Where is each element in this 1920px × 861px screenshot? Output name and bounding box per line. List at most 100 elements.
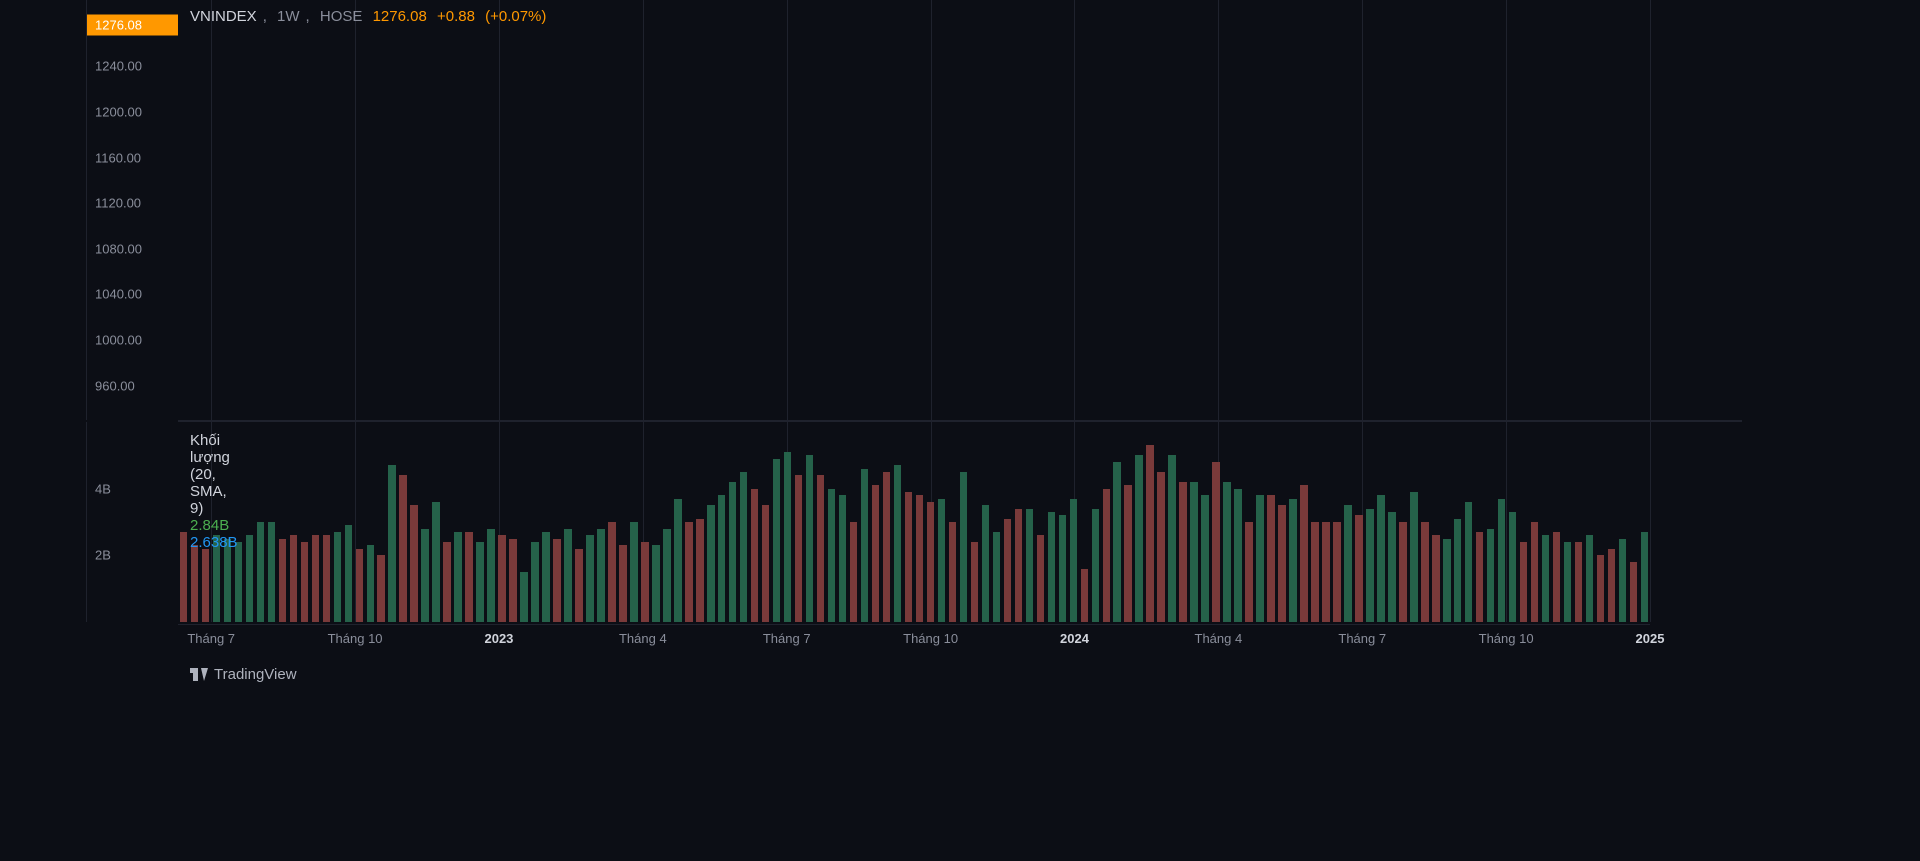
volume-bar bbox=[1157, 472, 1164, 622]
time-tick-year: 2024 bbox=[1060, 631, 1089, 646]
gridline-v bbox=[211, 0, 212, 420]
price-ytick: 1040.00 bbox=[95, 287, 142, 302]
volume-bar bbox=[685, 522, 692, 622]
volume-bar bbox=[696, 519, 703, 622]
volume-bar bbox=[268, 522, 275, 622]
volume-bar bbox=[345, 525, 352, 622]
time-tick: Tháng 7 bbox=[763, 631, 811, 646]
volume-bar bbox=[718, 495, 725, 622]
volume-bar bbox=[707, 505, 714, 622]
volume-bar bbox=[1531, 522, 1538, 622]
volume-bar bbox=[1223, 482, 1230, 622]
volume-val2: 2.638B bbox=[190, 534, 238, 551]
time-tick: Tháng 10 bbox=[903, 631, 958, 646]
price-ytick: 1200.00 bbox=[95, 104, 142, 119]
tradingview-brand[interactable]: TradingView bbox=[190, 666, 297, 683]
volume-bar bbox=[1432, 535, 1439, 622]
volume-bar bbox=[993, 532, 1000, 622]
volume-bar bbox=[246, 535, 253, 622]
volume-bar bbox=[1190, 482, 1197, 622]
volume-bar bbox=[465, 532, 472, 622]
volume-bar bbox=[1234, 489, 1241, 622]
volume-bar bbox=[323, 535, 330, 622]
time-tick: Tháng 4 bbox=[1195, 631, 1243, 646]
volume-bar bbox=[894, 465, 901, 622]
volume-bar bbox=[1575, 542, 1582, 622]
volume-bar bbox=[883, 472, 890, 622]
price-y-axis[interactable]: 960.001000.001040.001080.001120.001160.0… bbox=[86, 0, 178, 420]
volume-bar bbox=[377, 555, 384, 622]
volume-bar bbox=[1476, 532, 1483, 622]
volume-bar bbox=[1553, 532, 1560, 622]
gridline-v bbox=[1506, 422, 1507, 622]
volume-bar bbox=[1212, 462, 1219, 622]
last-price: 1276.08 bbox=[373, 8, 427, 25]
volume-bar bbox=[1289, 499, 1296, 622]
volume-bar bbox=[1410, 492, 1417, 622]
volume-bar bbox=[1542, 535, 1549, 622]
volume-bar bbox=[1399, 522, 1406, 622]
volume-bar bbox=[828, 489, 835, 622]
volume-bar bbox=[641, 542, 648, 622]
volume-bar bbox=[1619, 539, 1626, 622]
volume-bar bbox=[1267, 495, 1274, 622]
volume-bar bbox=[509, 539, 516, 622]
volume-bar bbox=[1026, 509, 1033, 622]
volume-y-axis[interactable]: 2B4B bbox=[86, 422, 178, 622]
volume-bar bbox=[531, 542, 538, 622]
time-tick: Tháng 10 bbox=[1479, 631, 1534, 646]
volume-bar bbox=[399, 475, 406, 622]
price-ytick: 1160.00 bbox=[95, 150, 141, 165]
volume-bar bbox=[1081, 569, 1088, 622]
volume-bar bbox=[1311, 522, 1318, 622]
volume-bar bbox=[432, 502, 439, 622]
time-axis[interactable]: Tháng 7Tháng 102023Tháng 4Tháng 7Tháng 1… bbox=[178, 624, 1650, 654]
volume-bar bbox=[1641, 532, 1648, 622]
gridline-v bbox=[787, 0, 788, 420]
volume-bar bbox=[1124, 485, 1131, 622]
gridline-v bbox=[931, 0, 932, 420]
volume-bar bbox=[806, 455, 813, 622]
exchange-label: HOSE bbox=[320, 8, 363, 25]
volume-bar bbox=[1300, 485, 1307, 622]
volume-bar bbox=[301, 542, 308, 622]
volume-bar bbox=[279, 539, 286, 622]
gridline-v bbox=[643, 0, 644, 420]
last-price-tag: 1276.08 bbox=[87, 15, 178, 36]
volume-bar bbox=[421, 529, 428, 622]
volume-bar bbox=[1256, 495, 1263, 622]
volume-bar bbox=[1630, 562, 1637, 622]
time-tick-year: 2023 bbox=[484, 631, 513, 646]
volume-bar bbox=[1564, 542, 1571, 622]
price-ytick: 1000.00 bbox=[95, 333, 142, 348]
volume-bar bbox=[1201, 495, 1208, 622]
volume-bar bbox=[971, 542, 978, 622]
price-ytick: 1120.00 bbox=[95, 196, 141, 211]
symbol-name[interactable]: VNINDEX bbox=[190, 8, 257, 25]
volume-bar bbox=[1597, 555, 1604, 622]
volume-bar bbox=[1355, 515, 1362, 622]
volume-bar bbox=[542, 532, 549, 622]
volume-bar bbox=[1048, 512, 1055, 622]
chart-container[interactable]: VNINDEX, 1W, HOSE 1276.08 +0.88 (+0.07%)… bbox=[178, 0, 1742, 702]
volume-bar bbox=[982, 505, 989, 622]
volume-bar bbox=[202, 549, 209, 622]
volume-title: Khối lượng (20, SMA, 9) bbox=[190, 432, 230, 517]
price-change: +0.88 bbox=[437, 8, 475, 25]
volume-bar bbox=[1520, 542, 1527, 622]
gridline-v bbox=[1218, 0, 1219, 420]
volume-bar bbox=[1487, 529, 1494, 622]
volume-bar bbox=[498, 535, 505, 622]
volume-bar bbox=[1245, 522, 1252, 622]
volume-bar bbox=[1366, 509, 1373, 622]
pane-separator[interactable] bbox=[178, 420, 1742, 422]
volume-bar bbox=[630, 522, 637, 622]
volume-val1: 2.84B bbox=[190, 517, 229, 534]
volume-bar bbox=[905, 492, 912, 622]
volume-bar bbox=[949, 522, 956, 622]
volume-bar bbox=[872, 485, 879, 622]
volume-bar bbox=[1608, 549, 1615, 622]
volume-bar bbox=[762, 505, 769, 622]
volume-bar bbox=[224, 539, 231, 622]
volume-bar bbox=[674, 499, 681, 622]
